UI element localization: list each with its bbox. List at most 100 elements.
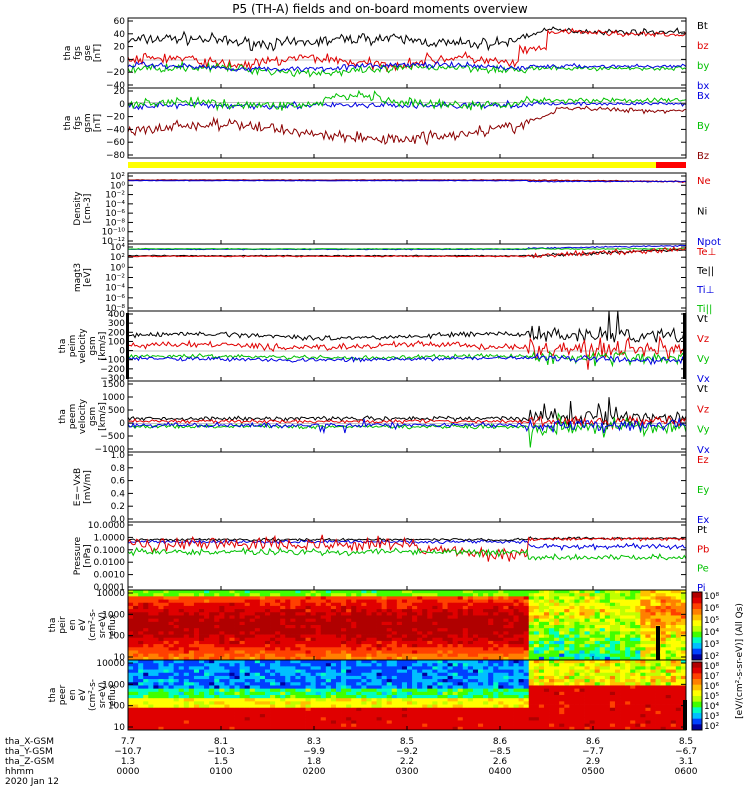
spectrogram-cell <box>533 704 540 709</box>
spectrogram-cell <box>417 596 423 600</box>
spectrogram-cell <box>386 660 393 664</box>
spectrogram-cell <box>422 695 428 699</box>
spectrogram-cell <box>594 634 601 639</box>
spectrogram-cell <box>163 723 169 728</box>
spectrogram-cell <box>609 605 616 610</box>
spectrogram-cell <box>442 663 448 667</box>
spectrogram-cell <box>630 672 636 677</box>
spectrogram-cell <box>518 714 525 718</box>
spectrogram-cell <box>153 634 159 639</box>
spectrogram-cell <box>569 609 575 613</box>
spectrogram-cell <box>361 609 367 613</box>
series-peim-Vy <box>127 350 687 368</box>
spectrogram-cell <box>133 672 139 677</box>
spectrogram-cell <box>133 701 139 705</box>
spectrogram-cell <box>533 714 540 718</box>
spectrogram-cell <box>209 710 215 715</box>
spectrogram-cell <box>209 634 215 639</box>
spectrogram-cell <box>478 688 484 693</box>
spectrogram-cell <box>604 621 611 626</box>
spectrogram-cell <box>665 593 672 597</box>
spectrogram-cell <box>620 714 626 718</box>
y-tick-label: 10⁰ <box>110 181 125 191</box>
spectrogram-cell <box>341 602 347 607</box>
spectrogram-cell <box>645 605 651 610</box>
spectrogram-cell <box>488 593 494 597</box>
spectrogram-cell <box>183 647 190 651</box>
spectrogram-cell <box>285 612 291 616</box>
spectrogram-cell <box>275 621 281 626</box>
spectrogram-cell <box>254 720 261 725</box>
spectrogram-cell <box>259 590 266 594</box>
spectrogram-cell <box>452 660 459 664</box>
spectrogram-cell <box>249 675 256 680</box>
spectrogram-cell <box>234 714 240 718</box>
spectrogram-cell <box>467 720 474 725</box>
spectrogram-cell <box>153 688 159 693</box>
spectrogram-cell <box>604 720 611 725</box>
spectrogram-cell <box>462 602 469 607</box>
spectrogram-cell <box>335 609 342 613</box>
legend-temp-Ti⊥: Ti⊥ <box>696 285 714 296</box>
spectrogram-cell <box>315 660 322 664</box>
spectrogram-cell <box>128 660 134 664</box>
spectrogram-cell <box>356 660 362 664</box>
spectrogram-cell <box>128 717 134 721</box>
spectrogram-cell <box>432 666 438 670</box>
spectrogram-cell <box>275 615 281 620</box>
y-axis-label-line: gsm <box>88 336 98 355</box>
spectrogram-cell <box>133 675 139 680</box>
panel-frame <box>127 451 687 523</box>
spectrogram-cell <box>148 599 154 604</box>
spectrogram-cell <box>407 707 413 712</box>
spectrogram-cell <box>554 723 560 728</box>
spectrogram-cell <box>148 650 154 655</box>
spectrogram-cell <box>401 679 408 683</box>
spectrogram-cell <box>199 704 205 709</box>
spectrogram-cell <box>381 669 388 674</box>
spectrogram-cell <box>503 695 509 699</box>
spectrogram-cell <box>564 612 570 616</box>
spectrogram-cell <box>259 663 266 667</box>
spectrogram-cell <box>432 663 438 667</box>
spectrogram-cell <box>503 637 509 642</box>
spectrogram-cell <box>143 701 149 705</box>
spectrogram-cell <box>325 647 332 651</box>
spectrogram-cell <box>447 682 454 686</box>
spectrogram-cell <box>315 701 322 705</box>
spectrogram-cell <box>290 637 296 642</box>
spectrogram-cell <box>371 691 377 696</box>
spectrogram-cell <box>234 707 240 712</box>
spectrogram-cell <box>310 672 317 677</box>
spectrogram-cell <box>386 679 393 683</box>
spectrogram-cell <box>138 695 144 699</box>
spectrogram-cell <box>559 688 565 693</box>
spectrogram-cell <box>442 618 448 623</box>
spectrogram-cell <box>665 644 672 648</box>
spectrogram-cell <box>290 593 296 597</box>
spectrogram-cell <box>315 599 322 604</box>
spectrogram-cell <box>285 653 291 658</box>
spectrogram-cell <box>559 625 565 629</box>
spectrogram-cell <box>401 621 408 626</box>
spectrogram-cell <box>366 634 372 639</box>
spectrogram-cell <box>569 631 575 635</box>
spectrogram-cell <box>483 590 489 594</box>
spectrogram-cell <box>315 707 322 712</box>
spectrogram-cell <box>401 590 408 594</box>
spectrogram-cell <box>427 707 433 712</box>
spectrogram-cell <box>275 602 281 607</box>
spectrogram-cell <box>300 647 306 651</box>
spectrogram-cell <box>508 672 514 677</box>
spectrogram-cell <box>483 602 489 607</box>
spectrogram-cell <box>609 596 616 600</box>
spectrogram-cell <box>630 701 636 705</box>
spectrogram-cell <box>508 653 514 658</box>
spectrogram-cell <box>244 621 251 626</box>
spectrogram-cell <box>630 637 636 642</box>
spectrogram-cell <box>655 593 662 597</box>
spectrogram-cell <box>457 615 464 620</box>
spectrogram-cell <box>158 637 164 642</box>
spectrogram-cell <box>417 612 423 616</box>
spectrogram-cell <box>310 717 317 721</box>
